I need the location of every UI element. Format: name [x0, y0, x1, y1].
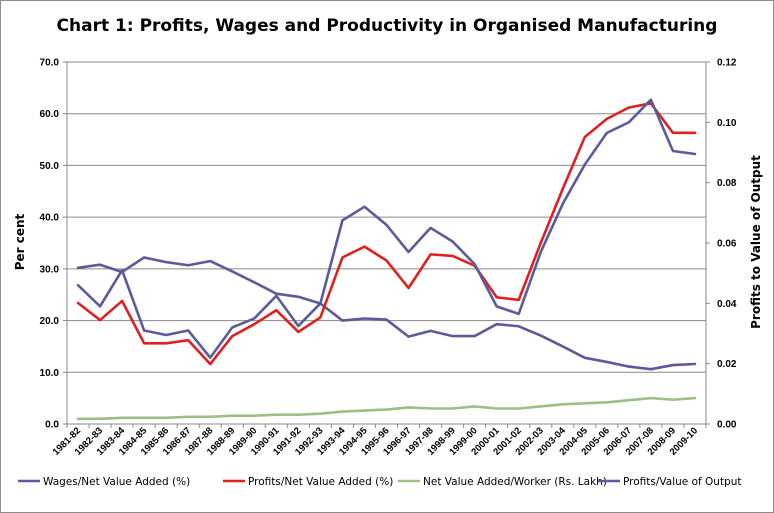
chart-title: Chart 1: Profits, Wages and Productivity… — [56, 16, 718, 36]
y-axis-ticks: 0.0 10.0 20.0 30.0 40.0 50.0 60.0 70.0 — [40, 58, 60, 431]
y2-tick-label: 0.00 — [717, 420, 737, 431]
y2-tick-label: 0.10 — [717, 118, 737, 129]
series-line-4 — [76, 98, 697, 359]
legend-label: Wages/Net Value Added (%) — [43, 476, 190, 488]
y-tick-label: 10.0 — [40, 368, 60, 379]
y-tick-label: 50.0 — [40, 161, 60, 172]
y2-tick-label: 0.04 — [717, 299, 737, 310]
y-tick-label: 20.0 — [40, 316, 60, 327]
series-line-1 — [76, 256, 697, 371]
legend: Wages/Net Value Added (%) Profits/Net Val… — [18, 476, 742, 488]
y2-axis-title: Profits to Value of Output — [749, 155, 763, 329]
y2-tick-label: 0.02 — [717, 359, 737, 370]
y2-tick-label: 0.12 — [717, 58, 737, 69]
y-tick-label: 30.0 — [40, 264, 60, 275]
series-line-3 — [76, 396, 697, 421]
series-lines — [76, 98, 697, 421]
y-tick-label: 0.0 — [45, 420, 59, 431]
y-tick-label: 60.0 — [40, 109, 60, 120]
series-line-2 — [76, 102, 697, 366]
y2-tick-label: 0.06 — [717, 239, 737, 250]
y2-tick-label: 0.08 — [717, 178, 737, 189]
legend-label: Profits/Net Value Added (%) — [248, 476, 393, 488]
x-axis-ticks: 1981-821982-831983-841984-851985-861986-… — [51, 425, 700, 458]
axes — [63, 61, 710, 428]
y-axis-title: Per cent — [13, 213, 27, 270]
legend-label: Profits/Value of Output — [623, 476, 742, 488]
y2-axis-ticks: 0.00 0.02 0.04 0.06 0.08 0.10 0.12 — [717, 58, 737, 431]
legend-label: Net Value Added/Worker (Rs. Lakh) — [423, 476, 607, 488]
y-tick-label: 40.0 — [40, 213, 60, 224]
y-tick-label: 70.0 — [40, 58, 60, 69]
